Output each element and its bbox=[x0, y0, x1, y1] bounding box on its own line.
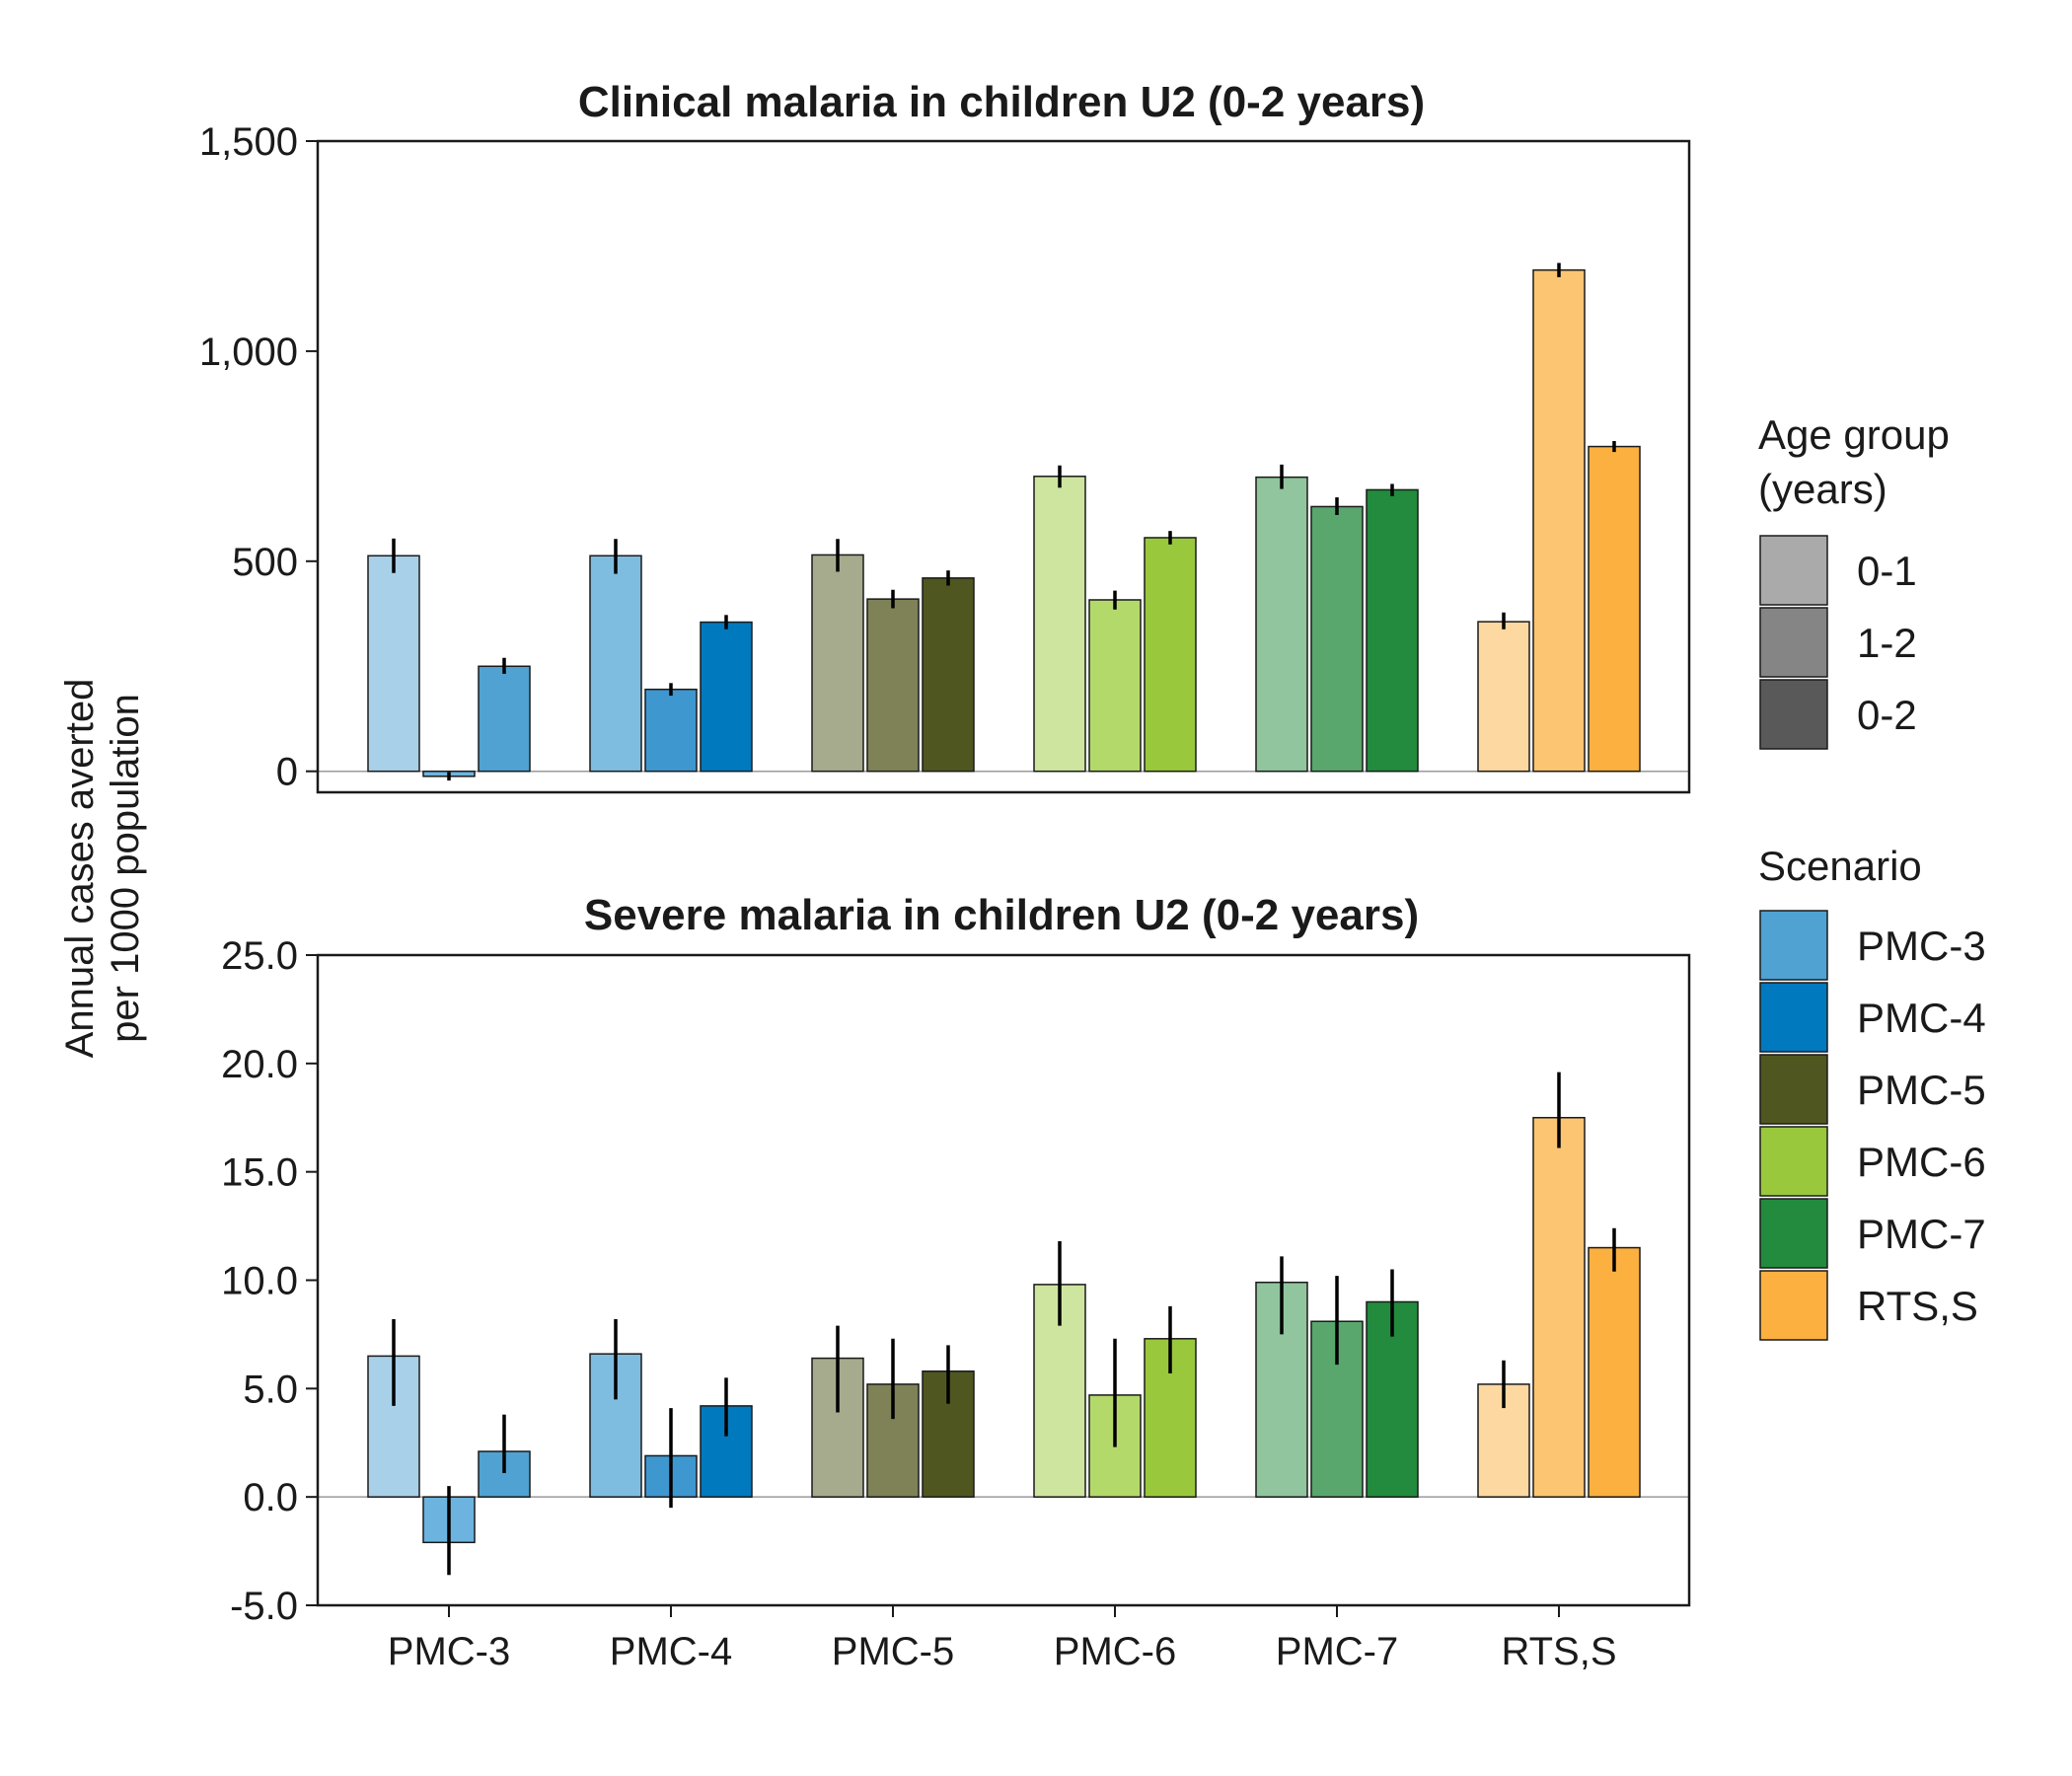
clinical-bar-rts-s-1-2 bbox=[1532, 268, 1586, 773]
clinical-bar-pmc-4-1-2 bbox=[644, 688, 698, 773]
severe-x-tick-label-pmc-7: PMC-7 bbox=[1276, 1630, 1398, 1673]
clinical-panel-frame bbox=[316, 139, 1691, 794]
clinical-bar-pmc-5-0-1 bbox=[811, 554, 864, 773]
severe-y-tick-label: 25.0 bbox=[221, 934, 298, 978]
age-group-legend-label-0-2: 0-2 bbox=[1857, 692, 1917, 738]
scenario-legend-swatch-pmc-4 bbox=[1759, 982, 1828, 1053]
y-axis-title-line-1: Annual cases averted bbox=[58, 679, 102, 1059]
clinical-y-tick-label: 1,000 bbox=[199, 331, 298, 374]
scenario-legend-swatch-pmc-7 bbox=[1759, 1198, 1828, 1269]
severe-y-tick-label: 5.0 bbox=[243, 1368, 298, 1411]
severe-x-tick-label-pmc-4: PMC-4 bbox=[610, 1630, 732, 1673]
severe-y-tick-label: 20.0 bbox=[221, 1043, 298, 1086]
severe-y-tick-label: 15.0 bbox=[221, 1151, 298, 1195]
scenario-legend-label-pmc-5: PMC-5 bbox=[1857, 1067, 1986, 1113]
clinical-bar-pmc-6-0-1 bbox=[1033, 476, 1086, 773]
scenario-legend-label-pmc-7: PMC-7 bbox=[1857, 1211, 1986, 1257]
age-group-legend-title-line-2: (years) bbox=[1758, 466, 1887, 512]
scenario-legend-label-rts-s: RTS,S bbox=[1857, 1283, 1978, 1329]
severe-y-tick-label: 10.0 bbox=[221, 1260, 298, 1303]
severe-malaria-panel: Severe malaria in children U2 (0-2 years… bbox=[221, 891, 1691, 1673]
age-group-legend-swatch-0-2 bbox=[1759, 679, 1828, 750]
age-group-legend: Age group (years) 0-1 1-2 0-2 bbox=[1758, 411, 1950, 750]
severe-bar-rts-s-1-2 bbox=[1532, 1117, 1586, 1498]
clinical-panel-title: Clinical malaria in children U2 (0-2 yea… bbox=[578, 78, 1425, 126]
severe-x-tick-label-rts-s: RTS,S bbox=[1501, 1630, 1616, 1673]
severe-y-tick-label: 0.0 bbox=[243, 1476, 298, 1519]
clinical-bar-pmc-6-0-2 bbox=[1144, 537, 1197, 773]
scenario-legend-items: PMC-3 PMC-4 PMC-5 PMC-6 PMC-7 RTS,S bbox=[1759, 910, 1986, 1341]
age-group-legend-title-line-1: Age group bbox=[1758, 411, 1950, 458]
y-axis-title-line-2: per 1000 population bbox=[104, 694, 147, 1043]
clinical-bar-pmc-7-0-1 bbox=[1255, 476, 1308, 773]
age-group-legend-swatch-0-1 bbox=[1759, 535, 1828, 606]
age-group-legend-label-0-1: 0-1 bbox=[1857, 548, 1917, 594]
severe-x-tick-label-pmc-6: PMC-6 bbox=[1054, 1630, 1176, 1673]
clinical-bar-pmc-5-0-2 bbox=[922, 577, 975, 773]
severe-x-tick-label-pmc-5: PMC-5 bbox=[832, 1630, 954, 1673]
clinical-bar-pmc-7-0-2 bbox=[1366, 488, 1419, 773]
age-group-legend-items: 0-1 1-2 0-2 bbox=[1759, 535, 1917, 750]
severe-x-tick-label-pmc-3: PMC-3 bbox=[388, 1630, 510, 1673]
clinical-malaria-panel: Clinical malaria in children U2 (0-2 yea… bbox=[199, 78, 1691, 794]
scenario-legend-label-pmc-6: PMC-6 bbox=[1857, 1139, 1986, 1185]
scenario-legend-title: Scenario bbox=[1758, 843, 1922, 889]
scenario-legend-swatch-pmc-6 bbox=[1759, 1126, 1828, 1197]
age-group-legend-label-1-2: 1-2 bbox=[1857, 620, 1917, 666]
scenario-legend: Scenario PMC-3 PMC-4 PMC-5 PMC-6 PMC-7 RTS,S bbox=[1758, 843, 1986, 1341]
y-axis-title: Annual cases averted per 1000 population bbox=[58, 679, 147, 1059]
severe-bar-rts-s-0-2 bbox=[1588, 1246, 1641, 1498]
severe-y-tick-label: -5.0 bbox=[230, 1585, 298, 1628]
clinical-y-tick-label: 500 bbox=[232, 541, 298, 584]
scenario-legend-swatch-pmc-3 bbox=[1759, 910, 1828, 981]
clinical-bar-pmc-4-0-1 bbox=[589, 555, 642, 773]
severe-panel-frame bbox=[316, 953, 1691, 1607]
clinical-bar-pmc-4-0-2 bbox=[700, 621, 753, 773]
clinical-bar-pmc-3-0-1 bbox=[367, 555, 420, 773]
clinical-bar-pmc-5-1-2 bbox=[866, 598, 920, 773]
scenario-legend-label-pmc-4: PMC-4 bbox=[1857, 995, 1986, 1041]
scenario-legend-swatch-rts-s bbox=[1759, 1270, 1828, 1341]
scenario-legend-swatch-pmc-5 bbox=[1759, 1054, 1828, 1125]
clinical-bar-rts-s-0-1 bbox=[1477, 621, 1530, 773]
clinical-y-tick-label: 1,500 bbox=[199, 120, 298, 164]
clinical-bar-rts-s-0-2 bbox=[1588, 445, 1641, 773]
clinical-bar-pmc-7-1-2 bbox=[1310, 505, 1364, 773]
severe-panel-title: Severe malaria in children U2 (0-2 years… bbox=[584, 891, 1419, 939]
clinical-bar-pmc-6-1-2 bbox=[1088, 599, 1142, 773]
clinical-y-tick-label: 0 bbox=[276, 751, 298, 794]
scenario-legend-label-pmc-3: PMC-3 bbox=[1857, 923, 1986, 969]
age-group-legend-swatch-1-2 bbox=[1759, 607, 1828, 678]
clinical-bar-pmc-3-0-2 bbox=[478, 665, 531, 773]
